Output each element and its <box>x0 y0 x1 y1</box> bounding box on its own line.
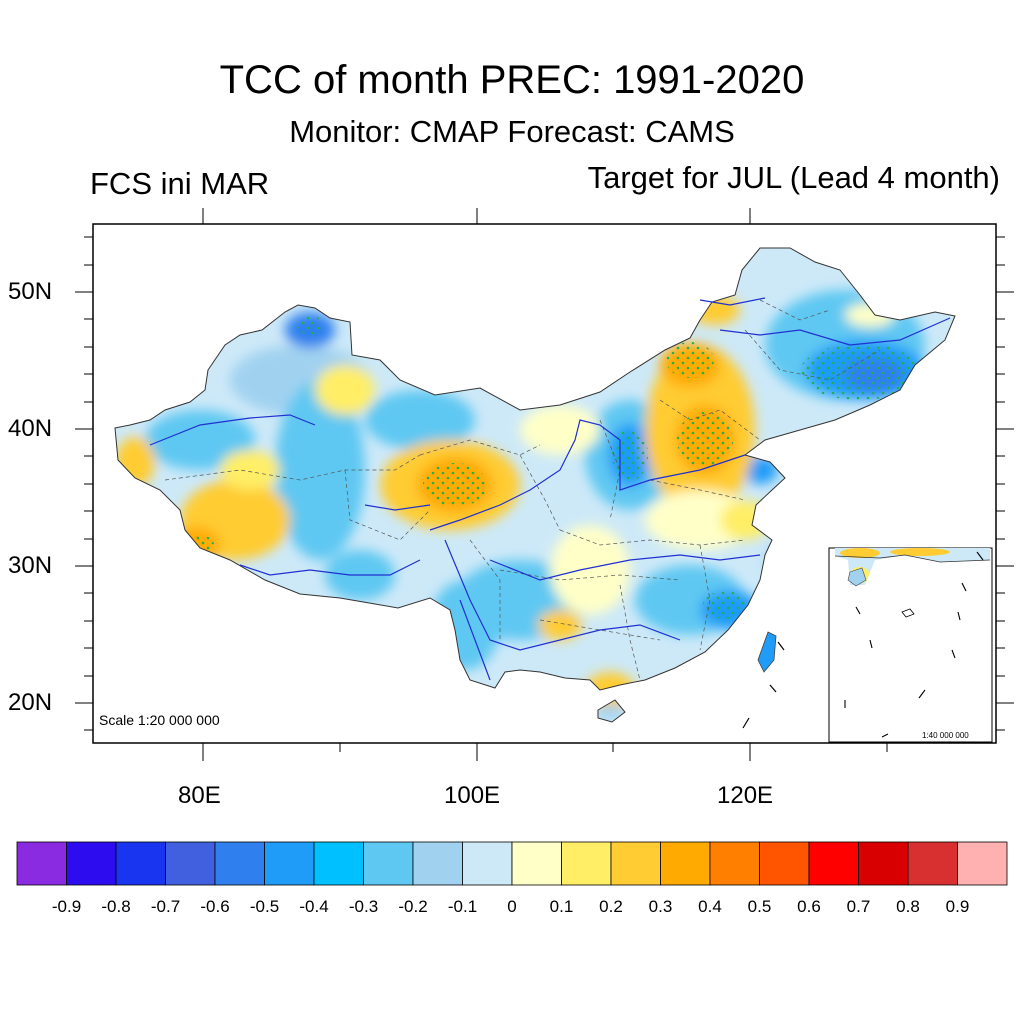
lat-label-20n: 20N <box>8 689 53 716</box>
colorbar-swatch <box>957 841 1008 886</box>
left-label: FCS ini MAR <box>90 166 270 201</box>
lat-label-30n: 30N <box>8 552 53 579</box>
colorbar-tick-label: -0.9 <box>51 897 82 916</box>
lon-label-100e: 100E <box>444 782 501 809</box>
inset-scale-label: 1:40 000 000 <box>922 731 969 740</box>
colorbar-tick-label: 0.6 <box>797 897 821 916</box>
right-label: Target for JUL (Lead 4 month) <box>587 160 1000 195</box>
colorbar-tick-label: -0.4 <box>299 897 329 916</box>
colorbar-tick-label: 0.2 <box>599 897 623 916</box>
colorbar-swatch <box>660 841 711 886</box>
colorbar-swatch <box>858 841 909 886</box>
colorbar-swatch <box>16 841 67 886</box>
lon-label-80e: 80E <box>178 782 221 809</box>
colorbar-tick-label: 0.7 <box>846 897 871 916</box>
colorbar-swatch <box>759 841 810 886</box>
colorbar-tick-label: -0.8 <box>101 897 131 916</box>
colorbar-tick-label: 0.8 <box>896 897 920 916</box>
colorbar-swatch <box>313 841 364 886</box>
colorbar-tick-label: -0.7 <box>150 897 181 916</box>
axis-ticks <box>75 208 1014 761</box>
nine-dash-main <box>742 641 785 729</box>
colorbar-tick-label: -0.5 <box>249 897 280 916</box>
chart-subtitle: Monitor: CMAP Forecast: CAMS <box>289 114 735 149</box>
colorbar-swatch <box>412 841 463 886</box>
colorbar-swatch <box>610 841 661 886</box>
colorbar-swatch <box>214 841 265 886</box>
colorbar-tick-label: 0.1 <box>549 897 574 916</box>
colorbar-swatch <box>66 841 117 886</box>
colorbar-tick-label: 0.9 <box>945 897 970 916</box>
rivers <box>149 297 951 681</box>
lon-label-120e: 120E <box>717 782 774 809</box>
colorbar-tick-label: -0.1 <box>447 897 478 916</box>
colorbar-tick-label: 0.5 <box>747 897 772 916</box>
colorbar-swatch <box>808 841 859 886</box>
colorbar-swatch <box>561 841 612 886</box>
chart-title: TCC of month PREC: 1991-2020 <box>219 58 805 102</box>
country-outline <box>114 247 956 723</box>
taiwan-region <box>757 631 777 673</box>
colorbar-swatch <box>363 841 414 886</box>
inset-map <box>828 547 993 743</box>
lat-label-50n: 50N <box>8 278 53 305</box>
colorbar-tick-label: -0.3 <box>348 897 379 916</box>
colorbar <box>16 841 1008 886</box>
colorbar-swatch <box>264 841 315 886</box>
colorbar-swatch <box>511 841 562 886</box>
colorbar-tick-label: 0 <box>507 897 517 916</box>
lat-label-40n: 40N <box>8 415 53 442</box>
colorbar-swatch <box>115 841 166 886</box>
colorbar-tick-label: -0.2 <box>398 897 428 916</box>
colorbar-tick-label: 0.4 <box>698 897 722 916</box>
colorbar-swatch <box>462 841 513 886</box>
colorbar-tick-label: 0.3 <box>648 897 673 916</box>
colorbar-tick-label: -0.6 <box>200 897 230 916</box>
province-boundaries <box>164 299 881 681</box>
main-scale-label: Scale 1:20 000 000 <box>99 712 220 728</box>
colorbar-swatch <box>709 841 760 886</box>
significance-stippling <box>186 315 920 619</box>
colorbar-swatch <box>165 841 216 886</box>
colorbar-swatch <box>907 841 958 886</box>
